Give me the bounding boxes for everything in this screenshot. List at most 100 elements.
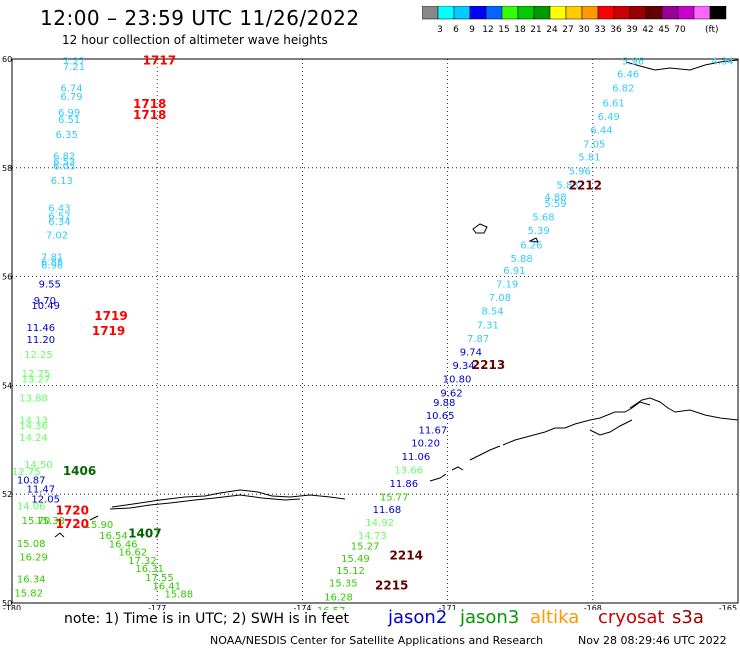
wave-height-label: 7.87	[467, 334, 489, 345]
lat-tick-label: 52	[2, 490, 12, 499]
wave-height-label: 6.99	[58, 108, 80, 119]
wave-height-label: 15.35	[329, 579, 358, 590]
satellite-legend-jason2: jason2	[388, 607, 448, 628]
wave-height-label: 4.88	[544, 192, 566, 203]
wave-height-label: 6.26	[520, 240, 542, 251]
wave-height-label: 15.90	[85, 520, 114, 531]
wave-height-label: 5.68	[532, 213, 554, 224]
wave-height-label: 7.27	[63, 56, 85, 67]
satellite-legend-jason3: jason3	[460, 607, 520, 628]
lat-tick-label: 58	[2, 164, 12, 173]
wave-height-label: 12.25	[24, 350, 53, 361]
coastline-segment	[109, 494, 301, 510]
wave-height-label: 10.49	[31, 301, 60, 312]
coastline-segment	[472, 223, 488, 234]
wave-height-label: 6.34	[48, 217, 70, 228]
wave-height-label: 6.51	[58, 115, 80, 126]
wave-height-label: 7.08	[489, 293, 511, 304]
wave-height-label: 5.39	[527, 226, 549, 237]
coastline-segment	[429, 473, 447, 482]
wave-height-label: 9.62	[440, 388, 462, 399]
colorbar-tick-label: 18	[514, 25, 526, 35]
wave-height-label: 7.81	[41, 252, 63, 263]
generated-timestamp: Nov 28 08:29:46 UTC 2022	[578, 634, 727, 647]
lat-tick-label: 56	[2, 273, 12, 282]
wave-height-label: 11.20	[27, 335, 56, 346]
wave-height-label: 16.28	[324, 592, 353, 603]
wave-height-label: 14.06	[17, 501, 46, 512]
colorbar-tick-label: 27	[562, 25, 573, 35]
wave-height-label: 12.75	[22, 369, 51, 380]
wave-height-label: 6.13	[51, 176, 73, 187]
map-frame	[11, 58, 739, 604]
wave-height-label: 16.46	[109, 540, 138, 551]
wave-height-label: 10.87	[17, 475, 46, 486]
lon-tick-label: -177	[148, 604, 166, 610]
pass-time-label: 1718	[133, 97, 166, 111]
wave-height-label: 6.43	[48, 203, 70, 214]
wave-height-label: 16.34	[17, 574, 46, 585]
colorbar-tick-label: 9	[469, 25, 475, 35]
wave-height-map: -180 -177 -174 -171 -168 -165 60 58 56 54 52 50 7.27…	[2, 53, 739, 610]
wave-height-label: 6.53	[53, 157, 75, 168]
colorbar-swatch	[709, 6, 727, 20]
colorbar-tick-label: 36	[610, 25, 622, 35]
wave-height-label: 16.54	[99, 531, 128, 542]
coastline-segment	[528, 237, 539, 243]
pass-time-label: 1407	[128, 527, 161, 541]
colorbar-tick-label: 45	[658, 25, 669, 35]
wave-height-label: 6.46	[617, 69, 639, 80]
wave-height-label: 9.70	[34, 296, 56, 307]
wave-height-label: 15.38	[36, 516, 65, 527]
wave-height-label: 6.98	[41, 260, 63, 271]
colorbar-tick-label: 42	[642, 25, 653, 35]
wave-height-label: 15.88	[164, 590, 193, 601]
coastline-segment	[54, 532, 65, 538]
coastline-segment	[89, 515, 99, 521]
wave-height-label: 9.55	[39, 279, 61, 290]
wave-height-label: 17.55	[145, 573, 174, 584]
wave-height-label: 16.29	[19, 553, 48, 564]
wave-height-label: 15.77	[380, 493, 409, 504]
lon-tick-label: -165	[719, 604, 737, 610]
wave-height-label: 6.44	[590, 126, 612, 137]
pass-time-label: 2212	[569, 179, 602, 193]
wave-height-label: 8.54	[481, 307, 503, 318]
colorbar-tick-label: 21	[530, 25, 541, 35]
coastline-segment	[625, 59, 739, 71]
coastline-segment	[502, 401, 651, 446]
wave-height-label: 5.96	[569, 166, 591, 177]
wave-height-label: 11.47	[27, 485, 56, 496]
wave-height-label: 15.08	[17, 539, 46, 550]
colorbar-unit: (ft)	[705, 25, 719, 35]
wave-height-label: 16.62	[118, 548, 147, 559]
wave-height-label: 6.91	[503, 266, 525, 277]
lon-tick-label: -168	[584, 604, 602, 610]
wave-height-label: 6.82	[612, 84, 634, 95]
wave-height-label: 4.34	[711, 56, 733, 67]
wave-height-label: 16.31	[135, 564, 164, 575]
lat-tick-label: 54	[2, 381, 12, 390]
wave-height-label: 6.61	[602, 98, 624, 109]
credit-line: NOAA/NESDIS Center for Satellite Applica…	[210, 634, 544, 647]
lon-tick-label: -180	[3, 604, 21, 610]
wave-height-label: 5.96	[622, 56, 644, 67]
wave-height-label: 9.88	[433, 398, 455, 409]
coastline-segment	[469, 445, 501, 461]
colorbar-tick-label: 39	[626, 25, 638, 35]
wave-height-label: 6.79	[60, 92, 82, 103]
lon-tick-label: -171	[439, 604, 457, 610]
pass-time-label: 2213	[472, 358, 505, 372]
pass-time-label: 1719	[92, 324, 125, 338]
pass-time-label: 1719	[94, 309, 127, 323]
pass-time-label: 1720	[56, 503, 89, 517]
wave-height-label: 11.67	[419, 425, 448, 436]
wave-height-label: 7.05	[583, 140, 605, 151]
colorbar-tick-label: 33	[594, 25, 605, 35]
wave-height-label: 7.19	[496, 279, 518, 290]
wave-height-label: 5.83	[557, 180, 579, 191]
coastline-segment	[111, 489, 346, 508]
wave-height-label: 6.57	[48, 211, 70, 222]
wave-height-label: 10.20	[411, 438, 440, 449]
wave-height-label: 11.68	[373, 505, 402, 516]
